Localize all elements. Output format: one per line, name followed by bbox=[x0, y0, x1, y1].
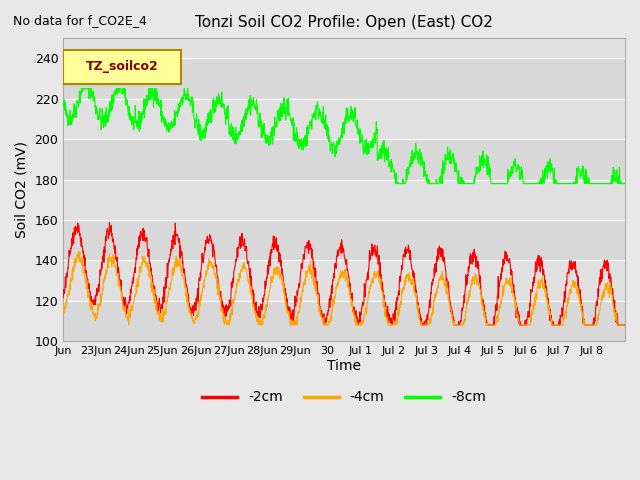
Bar bbox=[63, 220, 625, 260]
Bar bbox=[63, 260, 625, 301]
Legend: -2cm, -4cm, -8cm: -2cm, -4cm, -8cm bbox=[197, 385, 492, 410]
X-axis label: Time: Time bbox=[327, 359, 361, 373]
Bar bbox=[63, 301, 625, 341]
Bar bbox=[63, 58, 625, 99]
Bar bbox=[63, 38, 625, 58]
Text: TZ_soilco2: TZ_soilco2 bbox=[86, 60, 159, 73]
Text: No data for f_CO2E_4: No data for f_CO2E_4 bbox=[13, 14, 147, 27]
Bar bbox=[63, 99, 625, 139]
Y-axis label: Soil CO2 (mV): Soil CO2 (mV) bbox=[15, 141, 29, 238]
Bar bbox=[63, 180, 625, 220]
Bar bbox=[63, 139, 625, 180]
FancyBboxPatch shape bbox=[63, 50, 181, 84]
Title: Tonzi Soil CO2 Profile: Open (East) CO2: Tonzi Soil CO2 Profile: Open (East) CO2 bbox=[195, 15, 493, 30]
